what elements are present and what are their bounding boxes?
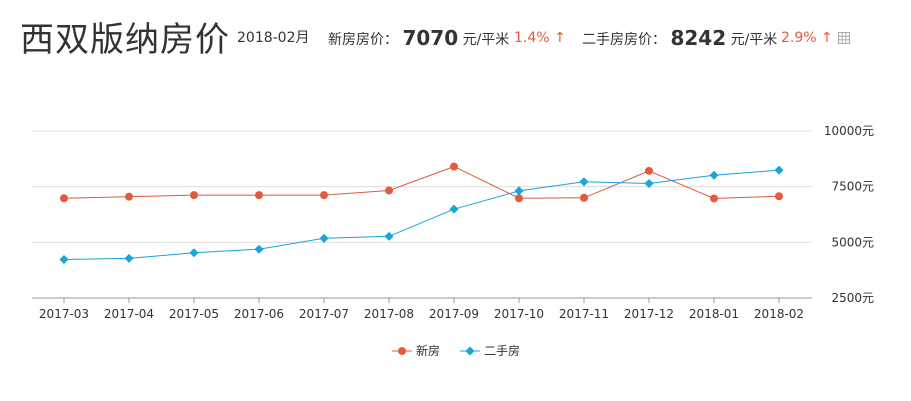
x-tick-label: 2017-09 xyxy=(429,307,479,321)
chart-header: 西双版纳房价 2018-02月 新房房价： 7070 元/平米 1.4% ↑ 二… xyxy=(0,0,911,70)
y-tick-label: 7500元 xyxy=(831,180,874,194)
legend: 新房 二手房 xyxy=(392,343,520,358)
period-label: 2018-02月 xyxy=(237,30,310,46)
data-point-used xyxy=(189,248,199,258)
x-tick-label: 2018-01 xyxy=(689,307,739,321)
legend-label-used: 二手房 xyxy=(484,343,520,358)
data-point-new xyxy=(60,194,68,203)
data-point-new xyxy=(775,192,783,201)
data-point-used xyxy=(644,179,654,189)
data-point-new xyxy=(580,193,588,202)
x-tick-label: 2017-03 xyxy=(39,307,89,321)
y-tick-label: 2500元 xyxy=(831,291,874,305)
y-tick-label: 5000元 xyxy=(831,235,874,249)
data-point-used xyxy=(579,177,589,187)
new-price-unit: 元/平米 xyxy=(462,32,510,48)
y-tick-label: 10000元 xyxy=(824,124,874,138)
new-price-change: 1.4% ↑ xyxy=(514,28,566,48)
x-axis-labels: 2017-03 2017-04 2017-05 2017-06 2017-07 2017-… xyxy=(39,307,804,321)
new-price-label: 新房房价： xyxy=(328,32,398,48)
data-point-used xyxy=(774,165,784,175)
legend-marker-new xyxy=(398,347,406,355)
data-point-used xyxy=(514,186,524,196)
used-price-change: 2.9% ↑ xyxy=(781,28,833,48)
new-price-value: 7070 xyxy=(402,26,459,50)
data-point-used xyxy=(124,253,134,263)
new-change-value: 1.4% xyxy=(514,30,550,46)
x-tick-label: 2018-02 xyxy=(754,307,804,321)
data-point-used xyxy=(319,233,329,243)
page-title: 西双版纳房价 xyxy=(20,20,230,60)
grid-lines xyxy=(32,130,812,243)
x-tick-label: 2017-11 xyxy=(559,307,609,321)
new-house-price: 新房房价： 7070 元/平米 xyxy=(328,28,509,50)
data-point-used xyxy=(384,231,394,241)
data-point-new xyxy=(255,191,263,200)
data-point-new xyxy=(450,162,458,171)
new-change-arrow-icon: ↑ xyxy=(554,30,566,46)
x-tick-label: 2017-12 xyxy=(624,307,674,321)
x-tick-label: 2017-05 xyxy=(169,307,219,321)
data-point-new xyxy=(645,166,653,175)
x-tick-label: 2017-08 xyxy=(364,307,414,321)
grid-icon[interactable] xyxy=(838,32,850,44)
used-change-value: 2.9% xyxy=(781,30,817,46)
data-point-new xyxy=(125,192,133,201)
used-price-value: 8242 xyxy=(670,26,727,50)
x-tick-label: 2017-04 xyxy=(104,307,154,321)
data-point-new xyxy=(385,186,393,195)
series-lines xyxy=(59,162,784,264)
y-axis-labels: 2500元 5000元 7500元 10000元 xyxy=(824,124,874,305)
legend-marker-used xyxy=(465,346,475,356)
data-point-new xyxy=(515,194,523,203)
used-change-arrow-icon: ↑ xyxy=(821,30,833,46)
data-point-new xyxy=(710,194,718,203)
data-point-used xyxy=(709,170,719,180)
x-tick-label: 2017-10 xyxy=(494,307,544,321)
data-point-new xyxy=(190,191,198,200)
series-line-used xyxy=(63,169,780,260)
legend-label-new: 新房 xyxy=(416,343,440,358)
data-point-used xyxy=(254,244,264,254)
data-point-used xyxy=(59,254,69,264)
used-price-unit: 元/平米 xyxy=(730,32,778,48)
data-point-new xyxy=(320,191,328,200)
x-axis xyxy=(32,297,812,303)
used-price-label: 二手房房价： xyxy=(582,32,666,48)
x-tick-label: 2017-07 xyxy=(299,307,349,321)
x-tick-label: 2017-06 xyxy=(234,307,284,321)
used-house-price: 二手房房价： 8242 元/平米 xyxy=(582,28,777,50)
series-line-new xyxy=(63,166,780,200)
data-point-used xyxy=(449,204,459,214)
